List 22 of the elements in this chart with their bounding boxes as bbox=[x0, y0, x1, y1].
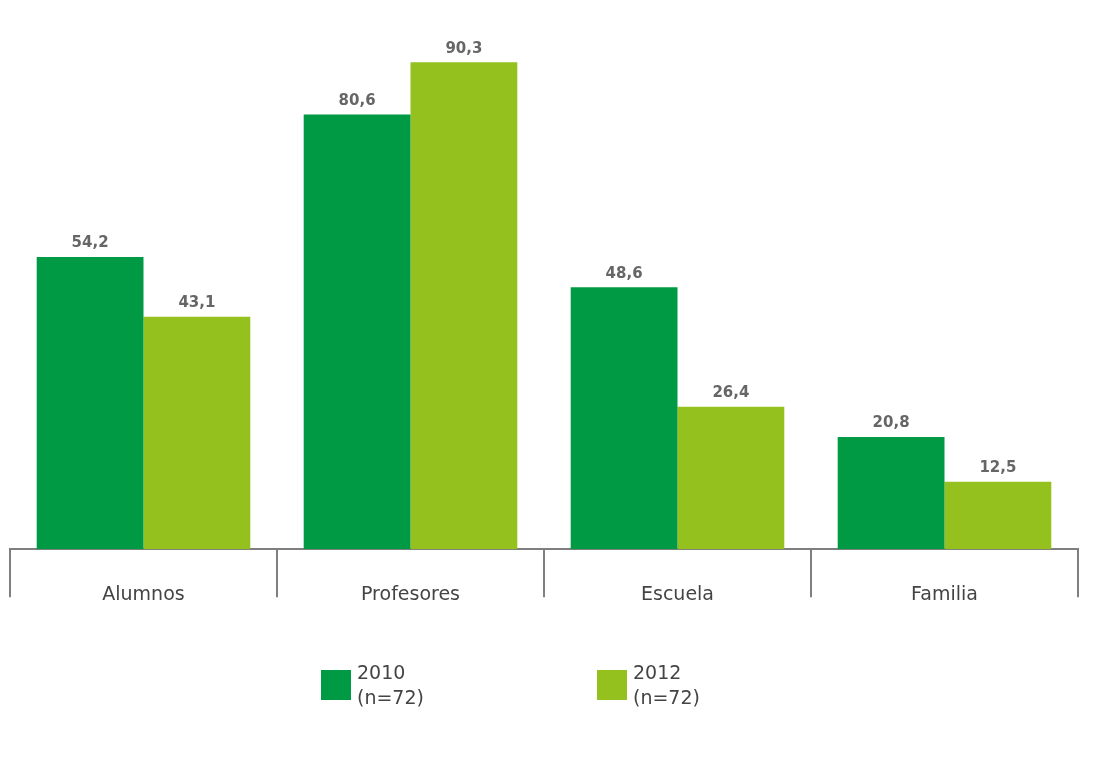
x-tick-label: Familia bbox=[911, 581, 978, 604]
bar bbox=[837, 437, 945, 550]
data-label: 26,4 bbox=[712, 383, 750, 402]
bar bbox=[143, 316, 251, 550]
x-tick-label: Profesores bbox=[360, 581, 461, 604]
legend-label: 2012 (n=72) bbox=[633, 660, 701, 710]
legend-label: 2010 (n=72) bbox=[357, 660, 425, 710]
bar bbox=[677, 406, 785, 550]
bar bbox=[570, 287, 678, 550]
data-label: 20,8 bbox=[872, 413, 910, 432]
bar bbox=[410, 62, 518, 550]
bar bbox=[944, 481, 1052, 550]
data-label: 80,6 bbox=[338, 91, 376, 109]
data-label: 90,3 bbox=[445, 38, 483, 57]
bar bbox=[36, 256, 144, 550]
data-label: 48,6 bbox=[605, 263, 643, 282]
x-tick-label: Alumnos bbox=[102, 581, 185, 604]
data-label: 54,2 bbox=[71, 233, 109, 252]
data-label: 12,5 bbox=[979, 458, 1017, 477]
bar bbox=[303, 114, 411, 550]
x-tick-label: Escuela bbox=[640, 581, 715, 604]
data-label: 43,1 bbox=[178, 293, 216, 312]
